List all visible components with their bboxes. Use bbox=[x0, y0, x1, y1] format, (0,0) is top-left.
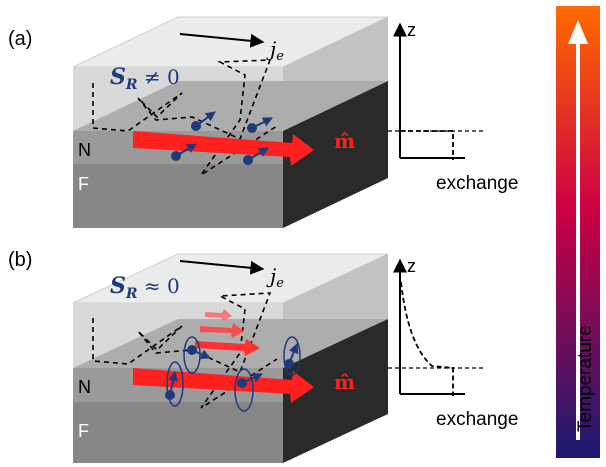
electron bbox=[234, 368, 263, 412]
current-label: je bbox=[266, 264, 284, 291]
current-label: je bbox=[266, 37, 284, 64]
exchange-plot: z exchange bbox=[388, 20, 518, 194]
electron bbox=[247, 117, 273, 133]
electron bbox=[171, 143, 197, 161]
electron bbox=[165, 361, 184, 407]
magnetization-gradient-arrow bbox=[200, 323, 244, 338]
f-layer-side bbox=[283, 319, 388, 463]
electron bbox=[191, 111, 216, 131]
magnetization-gradient-arrow bbox=[195, 339, 260, 356]
temperature-label: Temperature bbox=[575, 325, 596, 432]
panel-b: (b) N F je SR ≈ 0 m̂ z bbox=[8, 249, 518, 463]
z-axis-label: z bbox=[407, 256, 416, 276]
layer-label-n: N bbox=[78, 140, 91, 160]
current-arrow bbox=[179, 260, 265, 275]
layer-label-n: N bbox=[78, 377, 91, 397]
panel-a: (a) N F je SR ≠ 0 m̂ bbox=[8, 16, 518, 228]
exchange-profile bbox=[400, 130, 454, 160]
z-axis-label: z bbox=[407, 20, 416, 40]
electron bbox=[183, 336, 211, 374]
magnetization-arrow bbox=[133, 368, 314, 403]
spin-accumulation-label: SR ≈ 0 bbox=[110, 273, 180, 302]
layer-block bbox=[72, 253, 389, 463]
exchange-profile bbox=[400, 281, 454, 396]
spin-accumulation-label: SR ≠ 0 bbox=[110, 64, 180, 93]
magnetization-gradient-arrow bbox=[205, 309, 232, 321]
exchange-plot: z exchange bbox=[388, 256, 518, 430]
panel-label: (a) bbox=[8, 28, 32, 50]
f-layer-band bbox=[73, 164, 283, 228]
magnetization-arrow bbox=[133, 131, 314, 166]
layer-block bbox=[72, 16, 389, 228]
x-axis-label: exchange bbox=[436, 409, 518, 430]
temperature-bar: Temperature bbox=[556, 6, 600, 458]
x-axis-label: exchange bbox=[436, 173, 518, 194]
f-layer-side bbox=[283, 81, 388, 228]
magnetization-label: m̂ bbox=[334, 370, 355, 394]
layer-label-f: F bbox=[78, 174, 89, 194]
electron-trajectory bbox=[92, 59, 278, 176]
f-layer-band bbox=[73, 402, 283, 463]
panel-label: (b) bbox=[8, 249, 32, 271]
magnetization-label: m̂ bbox=[334, 129, 355, 153]
electron bbox=[243, 147, 269, 165]
temperature-arrowhead bbox=[568, 20, 588, 44]
layer-label-f: F bbox=[78, 421, 89, 441]
electron bbox=[283, 336, 301, 376]
current-arrow bbox=[179, 33, 265, 48]
